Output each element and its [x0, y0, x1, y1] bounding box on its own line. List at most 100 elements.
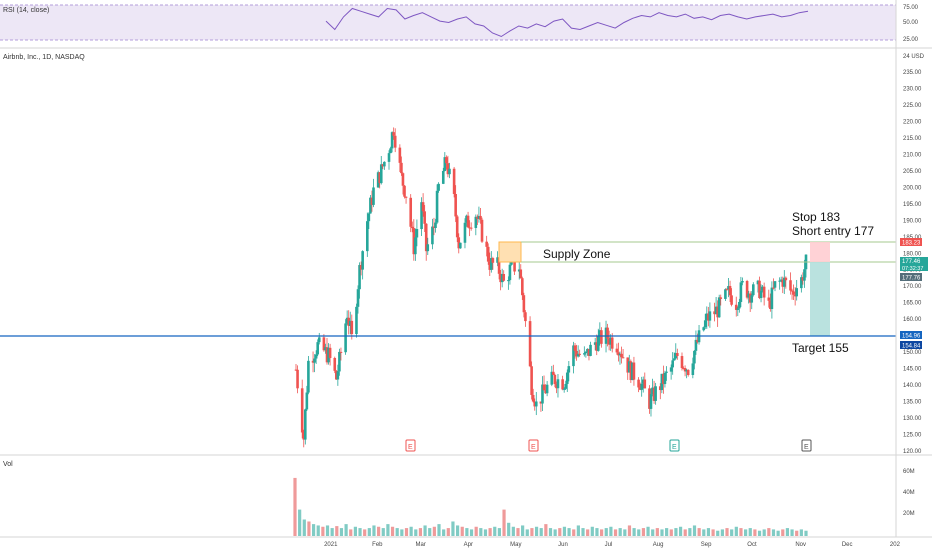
candle-body [610, 337, 614, 349]
earnings-badge-text: E [531, 444, 536, 451]
candle-body [803, 269, 806, 281]
candle-body [626, 357, 630, 373]
candle-body [383, 161, 386, 167]
candle-body [705, 313, 709, 321]
volume-bar [674, 528, 678, 536]
candle-body [325, 347, 329, 363]
rsi-label: RSI (14, close) [3, 7, 49, 14]
volume-bar [702, 529, 706, 536]
earnings-badge[interactable]: E [528, 439, 539, 452]
volume-bar [400, 529, 404, 536]
candle-body [393, 135, 397, 148]
supply-zone-box[interactable] [498, 241, 522, 263]
target-label: Target 155 [792, 341, 849, 355]
candle-body [305, 392, 309, 410]
candle-body [389, 148, 392, 154]
volume-bar [613, 529, 618, 536]
volume-bar [683, 529, 687, 536]
candle-body [662, 373, 665, 385]
candle-body [556, 379, 560, 389]
candle-body [730, 295, 733, 305]
candle-body [747, 293, 750, 298]
candle-body [708, 311, 712, 321]
candle-body [800, 277, 803, 289]
candle-body [691, 363, 695, 375]
volume-bar [600, 529, 604, 536]
candle-body [629, 361, 633, 381]
candle-body [465, 215, 468, 223]
volume-bar [302, 519, 306, 536]
candle-body [649, 394, 653, 409]
candle-body [448, 168, 451, 175]
candle-body [412, 228, 416, 255]
candle-body [772, 287, 775, 289]
candle-body [648, 388, 651, 409]
candle-body [513, 258, 516, 272]
candle-body [762, 286, 766, 298]
volume-bar [363, 529, 367, 536]
volume-bar [730, 529, 734, 536]
volume-bar [725, 528, 729, 536]
volume-label: Vol [3, 461, 13, 468]
rsi-panel: RSI (14, close) 75.00 50.00 25.00 [0, 4, 919, 43]
candle-body [552, 371, 555, 375]
candle-body [348, 320, 352, 326]
candle-body [575, 350, 578, 357]
candle-body [533, 401, 537, 407]
stop-zone[interactable] [810, 242, 830, 262]
volume-bar [474, 526, 478, 536]
candle-body [671, 360, 674, 368]
rsi-tick: 25.00 [903, 37, 919, 43]
candle-body [609, 337, 612, 345]
candle-body [372, 187, 375, 205]
volume-bar [716, 530, 720, 536]
volume-bar [781, 529, 785, 536]
candle-body [640, 383, 643, 390]
volume-bar [623, 529, 627, 536]
time-tick: 2021 [324, 542, 338, 548]
earnings-badge-text: E [804, 444, 809, 451]
earnings-badge[interactable]: E [405, 439, 416, 452]
volume-bar [325, 525, 330, 536]
candle-body [508, 264, 512, 281]
volume-bar [372, 525, 376, 536]
candle-body [652, 387, 656, 401]
earnings-badge[interactable]: E [669, 439, 680, 452]
time-tick: Oct [747, 542, 757, 548]
volume-bar [576, 525, 580, 536]
volume-panel: Vol 60M 40M 20M [3, 461, 915, 536]
candle-body [589, 344, 592, 356]
candle-body [313, 358, 316, 363]
candle-body [561, 379, 564, 390]
countdown-text: 07:32:37 [902, 266, 923, 272]
candle-body [387, 153, 391, 162]
time-tick: Apr [464, 542, 473, 548]
candle-body [734, 304, 738, 310]
time-tick: Sep [701, 542, 712, 548]
volume-bar [669, 529, 673, 536]
candle-body [789, 280, 792, 291]
candle-body [499, 273, 502, 283]
candle-body [355, 306, 358, 335]
candle-body [356, 289, 360, 307]
candle-body [358, 265, 361, 290]
candle-body [564, 383, 568, 389]
candle-body [500, 273, 504, 283]
candle-body [567, 366, 571, 373]
volume-bar [395, 528, 399, 536]
candle-body [327, 347, 330, 363]
candle-body [335, 370, 338, 380]
candle-body [606, 327, 609, 339]
earnings-badge[interactable]: E [801, 439, 812, 452]
volume-bar [469, 529, 474, 536]
target-zone[interactable] [810, 262, 830, 336]
candle-body [658, 386, 662, 391]
candle-body [727, 285, 730, 290]
price-tick: 140.00 [903, 383, 922, 389]
candle-body [694, 339, 698, 351]
candle-body [424, 223, 428, 252]
candle-body [617, 352, 620, 356]
candle-body [421, 202, 425, 212]
candle-body [488, 261, 492, 270]
